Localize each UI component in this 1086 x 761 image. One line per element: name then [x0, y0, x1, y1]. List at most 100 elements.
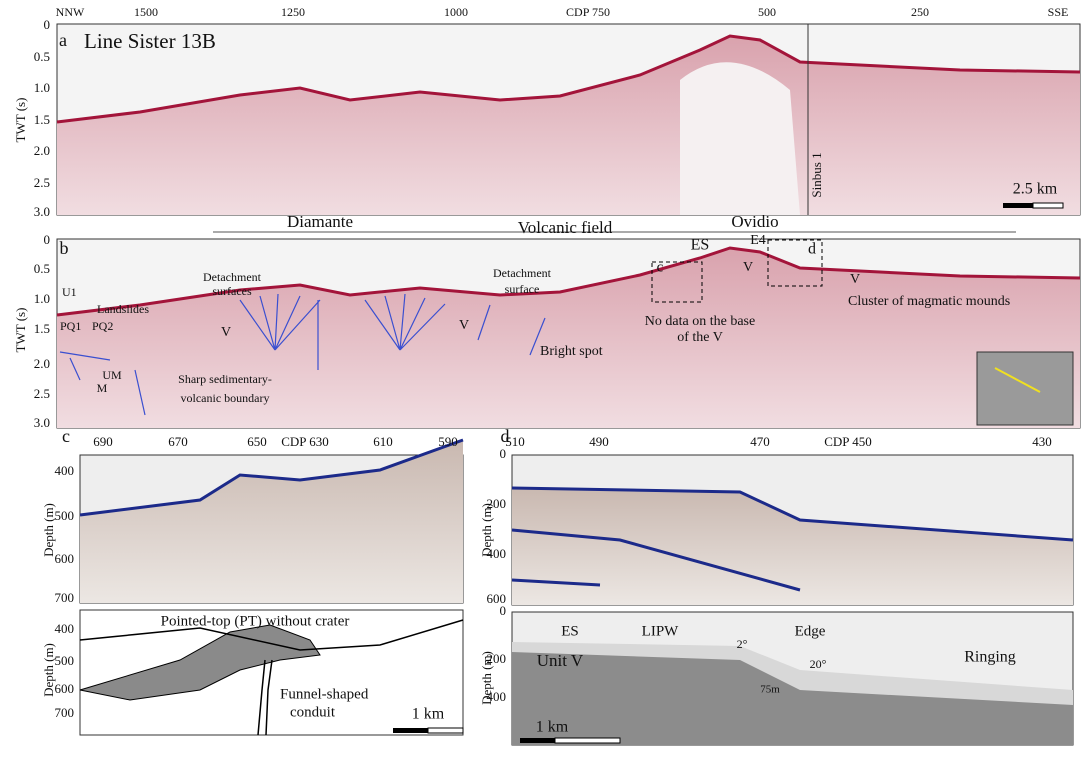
annotation: Detachment	[493, 266, 552, 280]
y-axis-label: Depth (m)	[41, 643, 56, 697]
y-tick-label: 1.0	[34, 291, 50, 306]
y-tick-label: 0	[500, 446, 507, 461]
annotation: conduit	[290, 704, 336, 720]
annotation: Cluster of magmatic mounds	[848, 294, 1010, 309]
y-tick-label: 400	[55, 621, 75, 636]
x-tick-label: 690	[93, 434, 113, 449]
x-tick-label: 510	[505, 434, 525, 449]
scale-bar	[520, 738, 555, 743]
panel-label: c	[62, 426, 70, 446]
figure: a Line Sister 13B NNW 1500 1250 1000 CDP 750 50…	[0, 0, 1086, 761]
x-tick-label: CDP 450	[824, 434, 872, 449]
annotation: Unit V	[537, 651, 584, 670]
annotation: U1	[62, 285, 77, 299]
x-tick-label: NNW	[56, 5, 85, 19]
y-tick-label: 500	[55, 508, 75, 523]
annotation: E4	[750, 233, 766, 248]
x-tick-label: 430	[1032, 434, 1052, 449]
annotation: V	[850, 272, 860, 287]
y-axis-label: TWT (s)	[13, 98, 28, 143]
annotation: 2°	[737, 637, 748, 651]
annotation: Funnel-shaped	[280, 686, 369, 702]
y-tick-label: 0.5	[34, 49, 50, 64]
y-tick-label: 600	[55, 551, 75, 566]
x-tick-label: 250	[911, 5, 929, 19]
panel-label: b	[60, 238, 69, 258]
annotation: PQ1	[60, 319, 81, 333]
annotation: Pointed-top (PT) without crater	[161, 613, 350, 629]
y-axis-label: Depth (m)	[479, 651, 494, 705]
annotation: V	[743, 260, 753, 275]
scale-bar	[393, 728, 428, 733]
annotation: UM	[102, 368, 122, 382]
transparent-zone	[680, 62, 800, 215]
y-tick-label: 1.5	[34, 112, 50, 127]
x-tick-label: CDP 750	[566, 5, 610, 19]
scale-bar	[428, 728, 463, 733]
scale-bar	[1003, 203, 1033, 208]
annotation: d	[808, 241, 816, 258]
annotation: surface	[505, 282, 540, 296]
y-tick-label: 3.0	[34, 415, 50, 430]
y-tick-label: 0	[500, 603, 507, 618]
panel-label: a	[59, 30, 67, 50]
annotation: Landslides	[97, 302, 149, 316]
annotation: No data on the base	[645, 314, 755, 329]
annotation: ES	[691, 237, 710, 254]
scale-label: 1 km	[412, 706, 445, 723]
annotation: Detachment	[203, 270, 262, 284]
scale-label: 2.5 km	[1013, 181, 1058, 198]
annotation: LIPW	[642, 623, 680, 639]
x-tick-label: CDP 630	[281, 434, 329, 449]
y-axis-label: Depth (m)	[41, 503, 56, 557]
y-axis-label: Depth (m)	[479, 503, 494, 557]
y-tick-label: 2.5	[34, 386, 50, 401]
y-tick-label: 700	[55, 590, 75, 605]
annotation: volcanic boundary	[181, 391, 270, 405]
y-tick-label: 0.5	[34, 261, 50, 276]
scale-bar	[555, 738, 620, 743]
y-tick-label: 600	[55, 681, 75, 696]
well-label: Sinbus 1	[809, 152, 824, 197]
annotation: Sharp sedimentary-	[178, 372, 272, 386]
x-tick-label: 470	[750, 434, 770, 449]
annotation: 75m	[760, 684, 780, 696]
zone-label: Volcanic field	[518, 218, 613, 237]
y-tick-label: 2.0	[34, 143, 50, 158]
annotation: Bright spot	[540, 344, 603, 359]
y-tick-label: 3.0	[34, 204, 50, 219]
annotation: c	[657, 259, 664, 275]
y-axis-label: TWT (s)	[13, 308, 28, 353]
scale-label: 1 km	[536, 719, 569, 736]
x-tick-label: 500	[758, 5, 776, 19]
x-tick-label: 650	[247, 434, 267, 449]
annotation: V	[221, 325, 231, 340]
annotation: of the V	[677, 330, 723, 345]
x-tick-label: 1250	[281, 5, 305, 19]
x-tick-label: 670	[168, 434, 188, 449]
annotation: 20°	[810, 657, 827, 671]
annotation: Edge	[795, 623, 826, 639]
x-tick-label: 1500	[134, 5, 158, 19]
annotation: Ringing	[964, 649, 1016, 666]
annotation: surfaces	[212, 284, 252, 298]
scale-bar	[1033, 203, 1063, 208]
location-map	[977, 352, 1073, 425]
x-tick-label: 490	[589, 434, 609, 449]
annotation: V	[459, 318, 469, 333]
y-tick-label: 1.5	[34, 321, 50, 336]
zone-label: Diamante	[287, 212, 353, 231]
panel-title: Line Sister 13B	[84, 29, 216, 53]
x-tick-label: 1000	[444, 5, 468, 19]
x-tick-label: 610	[373, 434, 393, 449]
zone-label: Ovidio	[731, 212, 778, 231]
y-tick-label: 500	[55, 653, 75, 668]
y-tick-label: 1.0	[34, 80, 50, 95]
x-tick-label: SSE	[1048, 5, 1069, 19]
y-tick-label: 400	[55, 463, 75, 478]
annotation: ES	[561, 623, 579, 639]
annotation: PQ2	[92, 319, 113, 333]
y-tick-label: 0	[44, 232, 51, 247]
x-tick-label: 590	[438, 434, 458, 449]
annotation: M	[97, 381, 108, 395]
